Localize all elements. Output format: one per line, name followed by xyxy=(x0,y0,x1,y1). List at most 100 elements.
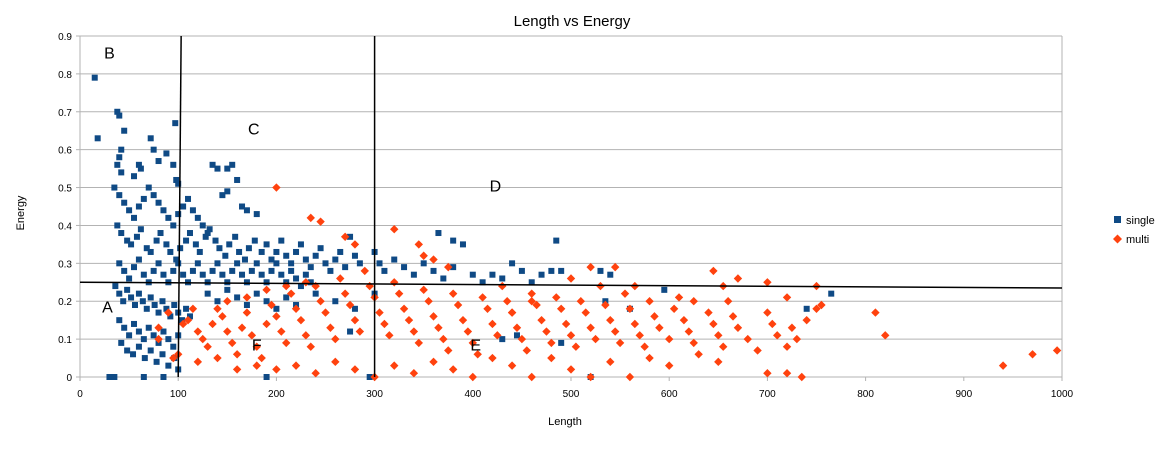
data-point-multi xyxy=(802,315,811,325)
data-point-multi xyxy=(792,334,802,344)
data-point-multi xyxy=(630,319,640,329)
data-point-single xyxy=(302,271,309,278)
y-tick-label: 0.9 xyxy=(58,32,72,43)
data-point-multi xyxy=(586,262,595,272)
data-point-multi xyxy=(733,323,743,332)
data-point-multi xyxy=(532,300,541,310)
data-point-multi xyxy=(635,331,644,340)
data-point-multi xyxy=(272,183,281,192)
data-point-single xyxy=(293,248,300,255)
data-point-multi xyxy=(625,304,635,313)
data-point-single xyxy=(196,248,203,255)
data-point-single xyxy=(165,336,172,343)
x-axis-label: Length xyxy=(548,416,582,428)
data-point-single xyxy=(175,180,182,187)
data-point-multi xyxy=(714,357,723,367)
data-point-single xyxy=(204,230,211,237)
data-point-multi xyxy=(414,338,423,348)
data-point-multi xyxy=(547,338,556,348)
data-point-multi xyxy=(291,304,301,313)
data-point-single xyxy=(607,271,614,278)
data-point-multi xyxy=(316,297,325,306)
data-point-single xyxy=(253,290,260,297)
data-point-single xyxy=(140,195,147,202)
data-point-single xyxy=(258,248,265,255)
data-point-single xyxy=(139,298,146,305)
data-point-multi xyxy=(252,361,261,370)
data-point-multi xyxy=(478,293,487,302)
data-point-multi xyxy=(223,297,232,306)
data-point-single xyxy=(124,286,131,293)
data-point-single xyxy=(180,271,187,278)
data-point-single xyxy=(332,256,339,263)
data-point-multi xyxy=(1028,350,1037,359)
data-point-multi xyxy=(390,278,399,287)
data-point-multi xyxy=(763,278,772,287)
data-point-multi xyxy=(178,319,188,329)
data-point-single xyxy=(143,245,150,252)
data-point-single xyxy=(143,305,150,312)
data-point-single xyxy=(150,146,157,153)
data-point-single xyxy=(118,339,125,346)
data-point-single xyxy=(147,248,154,255)
y-tick-label: 0.6 xyxy=(58,146,72,157)
data-point-single xyxy=(160,207,167,214)
data-point-single xyxy=(179,317,186,324)
tick-labels: 0 0.1 0.2 0.3 0.4 0.5 0.6 0.7 0.8 0.9 0 100 200 300 40… xyxy=(58,32,1073,400)
data-point-single xyxy=(124,237,131,244)
data-point-multi xyxy=(743,334,752,344)
reference-lines xyxy=(79,35,1063,378)
data-point-multi xyxy=(188,304,198,313)
data-point-single xyxy=(229,267,236,274)
data-point-single xyxy=(147,135,154,142)
data-point-multi xyxy=(429,255,438,264)
data-point-multi xyxy=(296,315,306,325)
data-point-single xyxy=(172,120,179,127)
data-point-multi xyxy=(350,315,360,325)
data-point-single xyxy=(126,275,133,282)
data-point-multi xyxy=(674,293,684,302)
data-point-single xyxy=(337,248,344,255)
data-point-single xyxy=(114,222,121,229)
data-point-single xyxy=(159,298,166,305)
data-point-single xyxy=(312,252,319,259)
data-point-multi xyxy=(714,331,723,340)
data-point-single xyxy=(121,199,128,206)
data-point-single xyxy=(351,252,358,259)
data-point-multi xyxy=(669,304,679,313)
data-point-multi xyxy=(610,262,620,272)
data-point-single xyxy=(268,267,275,274)
data-point-multi xyxy=(591,334,600,344)
data-point-single xyxy=(135,290,142,297)
data-point-single xyxy=(135,328,142,335)
data-point-multi xyxy=(812,304,821,313)
data-point-multi xyxy=(566,274,576,283)
data-point-single xyxy=(251,237,258,244)
region-label-f: F xyxy=(252,337,262,354)
data-point-multi xyxy=(331,357,340,367)
data-point-single xyxy=(273,260,280,267)
data-point-multi xyxy=(1052,346,1062,355)
data-point-multi xyxy=(306,213,315,223)
data-point-single xyxy=(163,305,170,312)
data-point-multi xyxy=(704,308,713,317)
data-point-multi xyxy=(301,278,311,287)
data-point-multi xyxy=(566,365,576,374)
data-point-single xyxy=(297,283,304,290)
data-point-multi xyxy=(242,293,252,302)
data-point-single xyxy=(114,161,121,168)
y-tick-label: 0.4 xyxy=(58,221,72,232)
chart-title: Length vs Energy xyxy=(514,13,631,30)
region-label-c: C xyxy=(248,122,260,139)
data-point-multi xyxy=(566,331,576,340)
data-point-single xyxy=(351,305,358,312)
data-point-single xyxy=(186,313,193,320)
data-point-multi xyxy=(586,372,595,382)
data-point-single xyxy=(803,305,810,312)
data-point-single xyxy=(234,176,241,183)
data-point-multi xyxy=(709,319,718,329)
data-point-single xyxy=(173,176,180,183)
data-point-multi xyxy=(679,315,689,325)
data-point-single xyxy=(118,146,125,153)
